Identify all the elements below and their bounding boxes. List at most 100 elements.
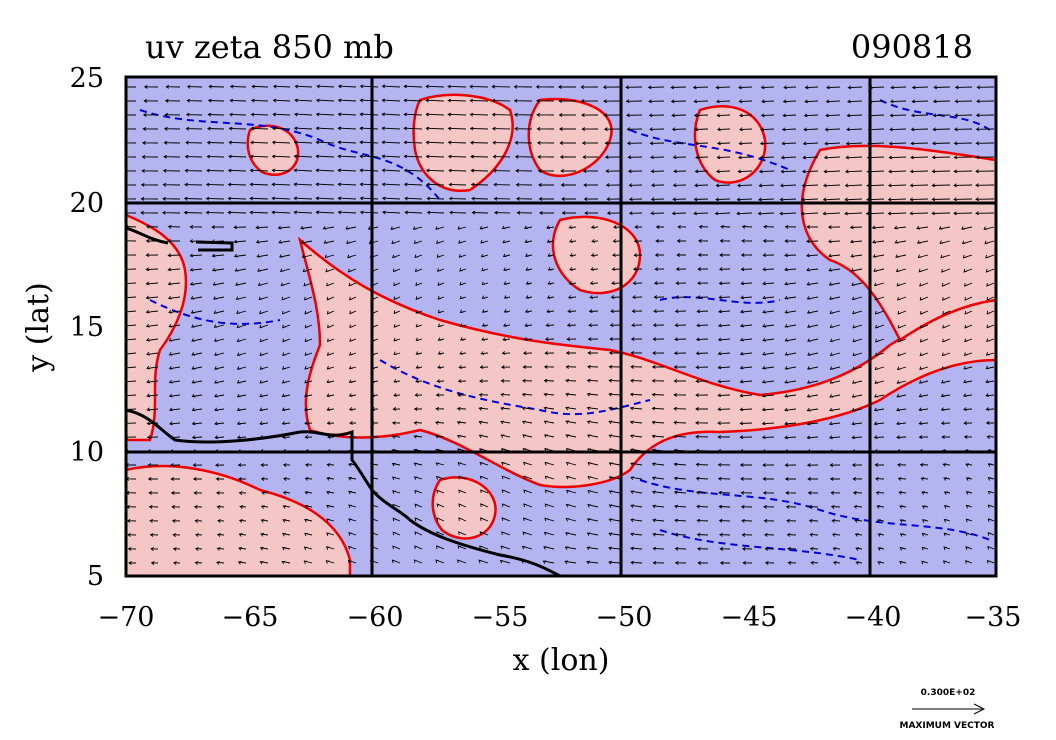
wind-vector-arrow	[523, 503, 533, 508]
wind-vector-arrow	[300, 225, 313, 230]
wind-vector-arrow	[602, 85, 621, 90]
wind-vector-arrow	[931, 169, 951, 174]
wind-vector-arrow	[954, 85, 973, 90]
wind-vector-arrow	[784, 267, 797, 272]
wind-vector-arrow	[627, 169, 643, 174]
wind-vector-arrow	[271, 154, 291, 159]
wind-vector-arrow	[985, 379, 995, 384]
wind-vector-arrow	[426, 210, 445, 215]
wind-vector-arrow	[381, 154, 401, 159]
wind-vector-arrow	[126, 156, 137, 158]
wind-vector-arrow	[852, 352, 863, 357]
wind-vector-arrow	[206, 168, 225, 173]
wind-vector-arrow	[648, 99, 665, 104]
wind-vector-arrow	[293, 182, 313, 187]
wind-vector-arrow	[832, 561, 841, 565]
wind-vector-arrow	[458, 365, 467, 369]
wind-vector-arrow	[963, 421, 973, 425]
wind-vector-arrow	[457, 545, 467, 550]
wind-vector-arrow	[850, 268, 863, 272]
wind-vector-arrow	[547, 281, 555, 285]
wind-vector-arrow	[546, 239, 555, 243]
wind-vector-arrow	[435, 226, 445, 230]
wind-vector-arrow	[326, 352, 335, 356]
wind-vector-arrow	[194, 547, 203, 551]
wind-vector-arrow	[739, 323, 753, 328]
wind-vector-arrow	[282, 463, 291, 467]
wind-vector-arrow	[515, 182, 533, 187]
wind-vector-arrow	[985, 268, 995, 273]
wind-vector-arrow	[853, 505, 863, 509]
wind-vector-arrow	[164, 112, 181, 117]
wind-vector-arrow	[943, 505, 951, 509]
wind-vector-arrow	[459, 323, 467, 327]
wind-vector-arrow	[564, 560, 577, 565]
wind-vector-arrow	[918, 421, 929, 426]
wind-vector-arrow	[500, 434, 511, 438]
wind-vector-arrow	[516, 210, 533, 215]
wind-vector-arrow	[587, 462, 599, 466]
wind-vector-arrow	[164, 98, 181, 103]
wind-vector-arrow	[381, 168, 401, 173]
wind-vector-arrow	[271, 168, 291, 173]
wind-vector-arrow	[673, 434, 687, 439]
wind-vector-arrow	[229, 112, 247, 117]
wind-vector-arrow	[561, 211, 576, 215]
wind-vector-arrow	[674, 309, 687, 314]
wind-vector-arrow	[630, 504, 643, 509]
wind-vector-arrow	[828, 253, 841, 258]
wind-vector-arrow	[671, 127, 687, 132]
wind-vector-arrow	[470, 168, 489, 173]
wind-vector-arrow	[650, 155, 665, 160]
wind-vector-arrow	[478, 392, 489, 397]
wind-vector-arrow	[206, 154, 225, 159]
wind-vector-arrow	[547, 267, 555, 271]
wind-vector-arrow	[414, 545, 423, 550]
wind-vector-arrow	[954, 113, 973, 118]
wind-vector-arrow	[586, 378, 599, 383]
wind-vector-arrow	[919, 352, 929, 357]
wind-vector-arrow	[852, 366, 863, 371]
wind-vector-arrow	[737, 169, 753, 174]
x-tick-label: −70	[98, 602, 155, 633]
wind-vector-arrow	[696, 323, 709, 328]
wind-vector-arrow	[693, 211, 709, 216]
wind-vector-arrow	[581, 141, 599, 145]
wind-vector-arrow	[147, 477, 159, 481]
wind-vector-arrow	[566, 323, 577, 328]
wind-vector-arrow	[415, 323, 423, 328]
wind-vector-arrow	[238, 491, 247, 495]
wind-vector-arrow	[652, 323, 665, 328]
wind-vector-arrow	[940, 407, 951, 412]
wind-vector-arrow	[543, 406, 555, 411]
wind-vector-arrow	[670, 99, 687, 104]
wind-vector-arrow	[315, 112, 335, 117]
wind-vector-arrow	[940, 421, 951, 426]
wind-vector-arrow	[145, 295, 159, 300]
wind-vector-arrow	[889, 99, 907, 104]
y-tick-labels: 25 20 15 10 5	[70, 63, 104, 592]
wind-vector-arrow	[150, 547, 159, 551]
wind-vector-arrow	[448, 196, 467, 201]
wind-vector-arrow	[481, 267, 489, 272]
wind-vector-arrow	[205, 196, 225, 201]
wind-vector-arrow	[851, 407, 863, 412]
wind-vector-arrow	[236, 324, 247, 329]
wind-vector-arrow	[586, 392, 599, 397]
legend-label: MAXIMUM VECTOR	[899, 721, 994, 731]
wind-vector-arrow	[740, 267, 753, 272]
wind-vector-arrow	[822, 211, 841, 216]
wind-vector-arrow	[359, 126, 379, 131]
wind-vector-arrow	[739, 463, 752, 467]
wind-vector-arrow	[481, 295, 489, 299]
wind-vector-arrow	[829, 296, 841, 300]
wind-vector-arrow	[169, 463, 181, 467]
wind-vector-arrow	[852, 324, 863, 329]
wind-vector-arrow	[630, 546, 643, 551]
wind-vector-arrow	[522, 365, 532, 369]
wind-vector-arrow	[544, 503, 555, 508]
wind-vector-arrow	[234, 268, 247, 272]
wind-vector-arrow	[943, 518, 951, 523]
wind-vector-arrow	[899, 561, 907, 565]
y-tick-label: 15	[70, 312, 104, 343]
